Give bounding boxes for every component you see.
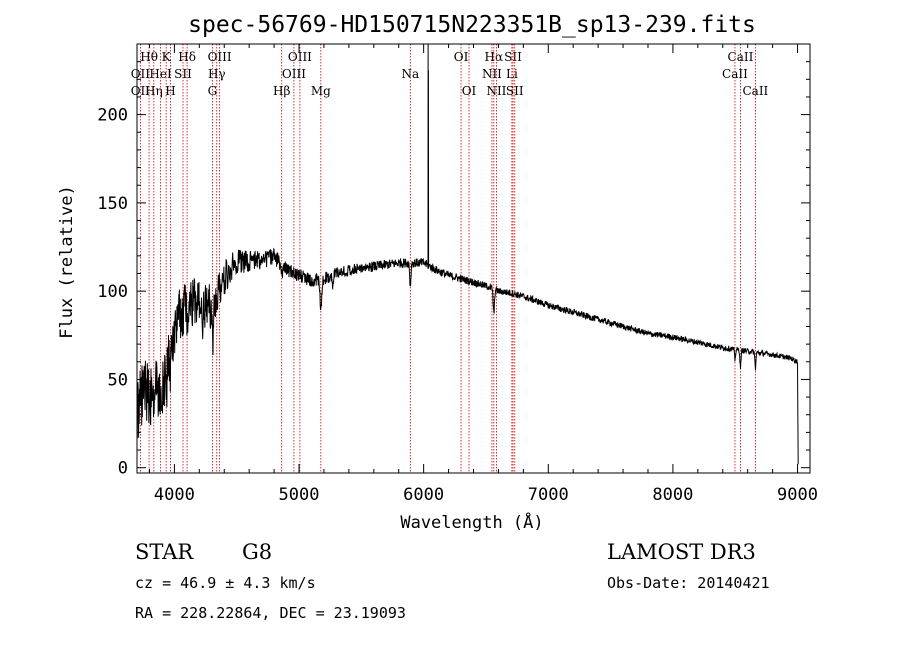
line-marker-label: Hγ — [208, 67, 226, 81]
y-tick-label: 100 — [97, 282, 128, 302]
line-marker-label: NII — [486, 84, 506, 98]
line-marker-label: Mg — [311, 84, 331, 98]
y-tick-label: 50 — [108, 370, 128, 390]
survey-name: LAMOST DR3 — [607, 540, 756, 564]
redshift-readout: cz = 46.9 ± 4.3 km/s — [135, 574, 316, 592]
line-marker-label: Hδ — [178, 50, 196, 64]
line-marker-label: SII — [506, 84, 524, 98]
line-marker-label: Li — [506, 67, 518, 81]
line-marker-label: Hα — [485, 50, 504, 64]
line-marker-label: H — [165, 84, 175, 98]
y-tick-label: 0 — [118, 459, 128, 479]
line-marker-label: CaII — [742, 84, 768, 98]
line-marker-label: CaII — [722, 67, 748, 81]
object-subclass: G8 — [242, 540, 273, 564]
line-marker-label: Na — [401, 67, 419, 81]
spectrum-line — [136, 43, 799, 465]
line-marker-label: G — [208, 84, 218, 98]
y-tick-label: 150 — [97, 194, 128, 214]
line-marker-label: NII — [482, 67, 502, 81]
x-tick-label: 7000 — [528, 485, 569, 505]
line-marker-label: SII — [504, 50, 522, 64]
line-marker-label: OII — [131, 84, 151, 98]
line-marker-label: K — [162, 50, 172, 64]
observation-date: Obs-Date: 20140421 — [607, 574, 770, 592]
x-tick-label: 4000 — [154, 485, 195, 505]
line-marker-label: HeI — [149, 67, 172, 81]
axis-layer: 4000 5000 6000 7000 8000 9000 0 50 100 150 200 — [97, 44, 818, 505]
line-marker-label: Hη — [145, 84, 163, 98]
line-marker-label: SII — [174, 67, 192, 81]
coordinates-readout: RA = 228.22864, DEC = 23.19093 — [135, 604, 406, 622]
object-class: STAR — [135, 540, 194, 564]
chart-title: spec-56769-HD150715N223351B_sp13-239.fit… — [188, 12, 756, 38]
line-marker-label: CaII — [728, 50, 754, 64]
line-marker-label: OIII — [282, 67, 306, 81]
y-axis-label: Flux (relative) — [57, 185, 77, 339]
line-marker-label: OIII — [288, 50, 312, 64]
line-marker-label: OII — [131, 67, 151, 81]
line-marker-label: OI — [462, 84, 477, 98]
line-marker-label: OIII — [208, 50, 232, 64]
x-axis-label: Wavelength (Å) — [400, 511, 543, 533]
x-tick-label: 6000 — [403, 485, 444, 505]
spectrum-layer — [136, 43, 799, 465]
line-marker-label: Hθ — [140, 50, 158, 64]
x-tick-label: 8000 — [652, 485, 693, 505]
line-marker-label: Hβ — [273, 84, 290, 98]
x-tick-label: 5000 — [279, 485, 320, 505]
line-marker-label: OI — [454, 50, 469, 64]
y-tick-label: 200 — [97, 106, 128, 126]
x-tick-label: 9000 — [777, 485, 818, 505]
